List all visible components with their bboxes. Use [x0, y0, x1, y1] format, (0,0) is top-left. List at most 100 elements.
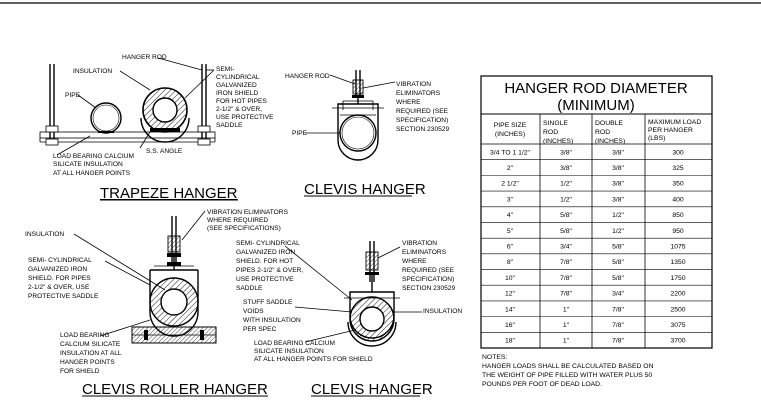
- table-cell: 7/8": [560, 259, 572, 266]
- table-cell: 1/2": [560, 181, 572, 188]
- svg-text:WHERE REQUIRED: WHERE REQUIRED: [207, 217, 268, 224]
- svg-text:FOR SHIELD: FOR SHIELD: [60, 368, 100, 375]
- svg-text:SEMI- CYLINDRICAL: SEMI- CYLINDRICAL: [28, 257, 92, 264]
- table-cell: 1/2": [612, 228, 624, 235]
- clevis-top-pipe-label: PIPE: [292, 130, 308, 137]
- svg-text:VOIDS: VOIDS: [243, 308, 264, 315]
- svg-text:CYLINDRICAL: CYLINDRICAL: [216, 74, 260, 81]
- svg-text:ELIMINATORS: ELIMINATORS: [396, 90, 441, 97]
- clevis-bottom-vibration-note: VIBRATION ELIMINATORS WHERE REQUIRED (SE…: [402, 240, 455, 292]
- svg-text:INSULATION AT ALL: INSULATION AT ALL: [60, 350, 122, 357]
- table-cell: 1750: [670, 275, 685, 282]
- table-row: 3/4 TO 1 1/2" 3/8" 3/8" 300: [481, 149, 712, 160]
- table-header-single-1: SINGLE: [543, 120, 568, 127]
- table-cell: 7/8": [612, 306, 624, 313]
- table-cell: 1/2": [560, 196, 572, 203]
- table-cell: 1075: [670, 244, 685, 251]
- table-notes: NOTES: HANGER LOADS SHALL BE CALCULATED …: [482, 354, 654, 388]
- svg-text:2-1/2" & OVER, USE: 2-1/2" & OVER, USE: [28, 284, 90, 291]
- table-cell: 5/8": [560, 212, 572, 219]
- svg-text:LOAD BEARING CALCIUM: LOAD BEARING CALCIUM: [53, 153, 134, 160]
- table-cell: 1": [563, 322, 570, 329]
- table-row: 3" 1/2" 3/8" 400: [481, 196, 712, 208]
- table-cell: 5/8": [612, 275, 624, 282]
- table-cell: 325: [672, 165, 684, 172]
- table-row: 5" 5/8" 1/2" 950: [481, 228, 712, 239]
- svg-text:LOAD BEARING: LOAD BEARING: [60, 332, 109, 339]
- table-body: 3/4 TO 1 1/2" 3/8" 3/8" 300 2" 3/8" 3/8" 325 2 1…: [481, 149, 712, 345]
- svg-text:LOAD BEARING CALCIUM: LOAD BEARING CALCIUM: [254, 340, 335, 347]
- table-header-max-3: (LBS): [648, 135, 665, 142]
- svg-text:SPECIFICATION): SPECIFICATION): [402, 276, 454, 283]
- table-header-double-3: (INCHES): [595, 138, 625, 145]
- svg-text:AT ALL HANGER POINTS FOR SHIEL: AT ALL HANGER POINTS FOR SHIELD: [254, 356, 373, 363]
- trapeze-hanger-title: TRAPEZE HANGER: [100, 185, 238, 202]
- table-cell: 3/8": [612, 181, 624, 188]
- table-cell: 4": [507, 212, 514, 219]
- clevis-bottom-calcium-note: LOAD BEARING CALCIUM SILICATE INSULATION…: [254, 340, 373, 363]
- table-cell: 2200: [670, 291, 685, 298]
- table-cell: 3700: [670, 338, 685, 345]
- clevis-roller-hanger-detail: [73, 210, 217, 344]
- table-cell: 3/8": [612, 149, 624, 156]
- svg-text:NOTES:: NOTES:: [482, 354, 507, 361]
- table-cell: 950: [672, 228, 684, 235]
- table-header-double-1: DOUBLE: [595, 120, 623, 127]
- svg-text:PROTECTIVE SADDLE: PROTECTIVE SADDLE: [28, 293, 99, 300]
- svg-text:REQUIRED (SEE: REQUIRED (SEE: [396, 108, 449, 115]
- clevis-bottom-insulation-label: INSULATION: [423, 308, 462, 315]
- table-cell: 350: [672, 181, 684, 188]
- svg-text:2-1/2" & OVER,: 2-1/2" & OVER,: [216, 106, 262, 113]
- roller-insulation-label: INSULATION: [25, 231, 64, 238]
- table-cell: 12": [505, 291, 516, 298]
- table-cell: 300: [672, 149, 684, 156]
- table-row: 4" 5/8" 1/2" 850: [481, 212, 712, 223]
- roller-shield-note: SEMI- CYLINDRICAL GALVANIZED IRON SHIELD…: [28, 257, 99, 300]
- table-header-pipe-size-2: (INCHES): [495, 131, 525, 138]
- table-cell: 7/8": [612, 322, 624, 329]
- svg-text:PIPES 2-1/2" & OVER,: PIPES 2-1/2" & OVER,: [236, 267, 303, 274]
- table-cell: 1": [563, 338, 570, 345]
- table-cell: 400: [672, 196, 684, 203]
- svg-text:SILICATE INSULATION: SILICATE INSULATION: [53, 161, 123, 168]
- svg-text:ELIMINATORS: ELIMINATORS: [402, 249, 447, 256]
- svg-text:SADDLE: SADDLE: [236, 285, 263, 292]
- table-cell: 7/8": [560, 275, 572, 282]
- clevis-hanger-bottom-detail: [284, 241, 422, 347]
- svg-text:SADDLE: SADDLE: [216, 122, 243, 129]
- clevis-hanger-top-title: CLEVIS HANGER: [304, 181, 426, 198]
- svg-text:GALVANIZED IRON: GALVANIZED IRON: [236, 249, 295, 256]
- svg-text:USE PROTECTIVE: USE PROTECTIVE: [216, 114, 274, 121]
- table-cell: 7/8": [560, 291, 572, 298]
- trapeze-pipe-label: PIPE: [65, 92, 81, 99]
- table-cell: 10": [505, 275, 516, 282]
- svg-text:(SEE SPECIFICATIONS): (SEE SPECIFICATIONS): [207, 225, 281, 232]
- table-cell: 3/8": [560, 149, 572, 156]
- table-cell: 3/4": [612, 291, 624, 298]
- table-row: 2 1/2" 1/2" 3/8" 350: [481, 181, 712, 192]
- table-cell: 850: [672, 212, 684, 219]
- trapeze-shield-note: SEMI- CYLINDRICAL GALVANIZED IRON SHIELD…: [216, 66, 274, 129]
- table-header-double-2: ROD: [595, 129, 610, 136]
- clevis-hanger-top-detail: [305, 70, 396, 161]
- svg-text:SPECIFICATION): SPECIFICATION): [396, 117, 448, 124]
- trapeze-hanger-detail: [39, 57, 216, 156]
- trapeze-calcium-note: LOAD BEARING CALCIUM SILICATE INSULATION…: [53, 153, 134, 177]
- table-cell: 3/8": [612, 165, 624, 172]
- table-title-line2: (MINIMUM): [557, 97, 634, 114]
- table-header-max-1: MAXIMUM LOAD: [648, 119, 701, 126]
- table-row: 18" 1" 7/8" 3700: [505, 338, 686, 345]
- table-header-single-3: (INCHES): [543, 138, 573, 145]
- table-cell: 3/8": [560, 165, 572, 172]
- svg-text:HANGER POINTS: HANGER POINTS: [60, 359, 115, 366]
- table-cell: 5/8": [612, 259, 624, 266]
- svg-text:SHIELD. FOR HOT: SHIELD. FOR HOT: [236, 258, 293, 265]
- roller-vibration-note: VIBRATION ELIMINATORS WHERE REQUIRED (SE…: [207, 209, 289, 232]
- table-cell: 5/8": [612, 244, 624, 251]
- trapeze-insulation-label: INSULATION: [73, 68, 112, 75]
- table-row: 8" 7/8" 5/8" 1350: [481, 259, 712, 270]
- table-cell: 8": [507, 259, 514, 266]
- table-header-pipe-size-1: PIPE SIZE: [494, 122, 527, 129]
- svg-text:VIBRATION: VIBRATION: [402, 240, 437, 247]
